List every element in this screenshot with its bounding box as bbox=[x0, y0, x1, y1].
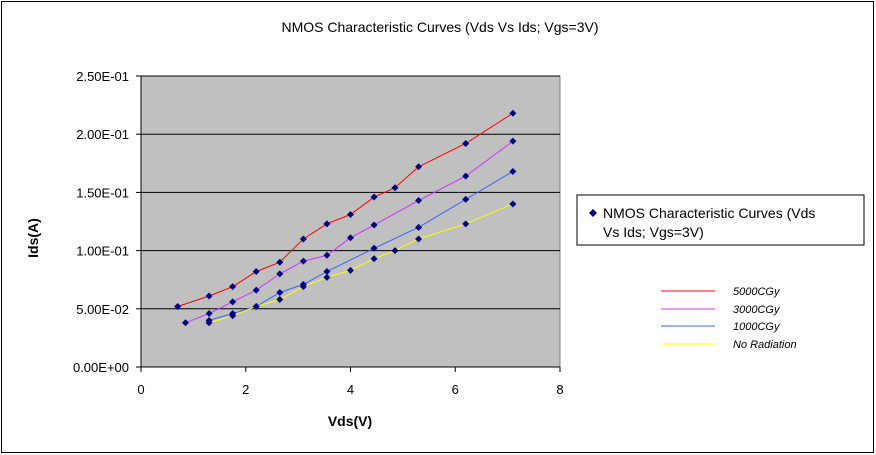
data-point-marker bbox=[252, 302, 260, 310]
data-point-marker bbox=[347, 266, 354, 274]
y-tick-label: 0.00E+00 bbox=[73, 360, 129, 375]
data-point-marker bbox=[509, 137, 517, 145]
data-point-marker bbox=[509, 167, 517, 175]
data-point-marker bbox=[509, 200, 517, 208]
data-point-marker bbox=[229, 298, 237, 306]
legend-label: 5000CGy bbox=[733, 286, 781, 298]
series-line-no-radiation bbox=[208, 203, 514, 324]
data-point-marker bbox=[229, 312, 237, 320]
data-point-marker bbox=[462, 195, 470, 203]
data-point-marker bbox=[415, 197, 423, 205]
marker-legend-label-line2: Vs Ids; Vgs=3V) bbox=[603, 224, 704, 240]
y-tick-label: 2.50E-01 bbox=[76, 69, 129, 84]
data-point-marker bbox=[462, 140, 470, 148]
x-tick-label: 6 bbox=[452, 382, 459, 397]
data-point-marker bbox=[174, 302, 182, 310]
data-point-marker bbox=[370, 255, 378, 263]
data-point-marker bbox=[370, 193, 378, 201]
plot-background bbox=[140, 75, 561, 368]
data-point-marker bbox=[391, 184, 399, 192]
x-axis-title: Vds(V) bbox=[328, 413, 372, 429]
data-point-marker bbox=[252, 286, 260, 294]
y-tick-label: 1.00E-01 bbox=[76, 244, 129, 259]
data-point-marker bbox=[462, 172, 470, 180]
data-point-marker bbox=[415, 223, 423, 231]
y-tick-label: 1.50E-01 bbox=[76, 185, 129, 200]
series-line-1000cgy bbox=[208, 170, 514, 321]
data-point-marker bbox=[276, 270, 284, 278]
series-line-3000cgy bbox=[185, 140, 514, 324]
x-tick-label: 8 bbox=[556, 382, 563, 397]
data-point-marker bbox=[323, 268, 331, 276]
data-point-marker bbox=[252, 268, 260, 276]
data-point-marker bbox=[415, 235, 423, 243]
data-point-marker bbox=[370, 221, 378, 229]
marker-legend: NMOS Characteristic Curves (Vds Vs Ids; … bbox=[576, 194, 865, 246]
marker-legend-symbol bbox=[589, 209, 597, 217]
chart-title: NMOS Characteristic Curves (Vds Vs Ids; … bbox=[281, 19, 598, 35]
legend-label: No Radiation bbox=[733, 339, 797, 351]
data-point-marker bbox=[323, 220, 331, 228]
grid-lines bbox=[141, 75, 560, 310]
y-tick-label: 2.00E-01 bbox=[76, 127, 129, 142]
data-point-marker bbox=[370, 244, 378, 252]
data-point-marker bbox=[205, 319, 213, 327]
marker-legend-box bbox=[576, 194, 865, 246]
data-point-marker bbox=[462, 220, 470, 228]
legend-label: 1000CGy bbox=[733, 321, 781, 333]
legend-label: 3000CGy bbox=[733, 304, 781, 316]
data-point-marker bbox=[299, 257, 307, 265]
data-point-marker bbox=[229, 283, 237, 291]
x-tick-label: 0 bbox=[137, 382, 144, 397]
data-point-marker bbox=[323, 273, 331, 281]
data-point-marker bbox=[276, 295, 284, 303]
data-point-marker bbox=[323, 251, 331, 259]
x-tick-label: 4 bbox=[347, 382, 354, 397]
data-point-marker bbox=[182, 319, 190, 327]
data-point-marker bbox=[299, 235, 307, 243]
series-legend: 5000CGy 3000CGy 1000CGy No Radiation bbox=[661, 286, 797, 351]
data-point-marker bbox=[347, 234, 354, 242]
y-tick-label: 5.00E-02 bbox=[76, 302, 129, 317]
y-axis-title: Ids(A) bbox=[25, 218, 41, 258]
data-point-marker bbox=[205, 292, 213, 300]
data-point-marker bbox=[347, 211, 354, 219]
data-point-marker bbox=[415, 163, 423, 171]
data-point-marker bbox=[391, 247, 399, 255]
data-point-marker bbox=[276, 289, 284, 297]
marker-legend-label-line1: NMOS Characteristic Curves (Vds bbox=[603, 205, 815, 221]
data-point-marker bbox=[276, 258, 284, 266]
data-markers bbox=[174, 109, 517, 327]
data-point-marker bbox=[299, 283, 307, 291]
x-tick-label: 2 bbox=[242, 382, 249, 397]
data-point-marker bbox=[205, 309, 213, 317]
axes: 0.00E+00 5.00E-02 1.00E-01 1.50E-01 2.00E-01… bbox=[73, 69, 564, 397]
data-point-marker bbox=[509, 109, 517, 117]
